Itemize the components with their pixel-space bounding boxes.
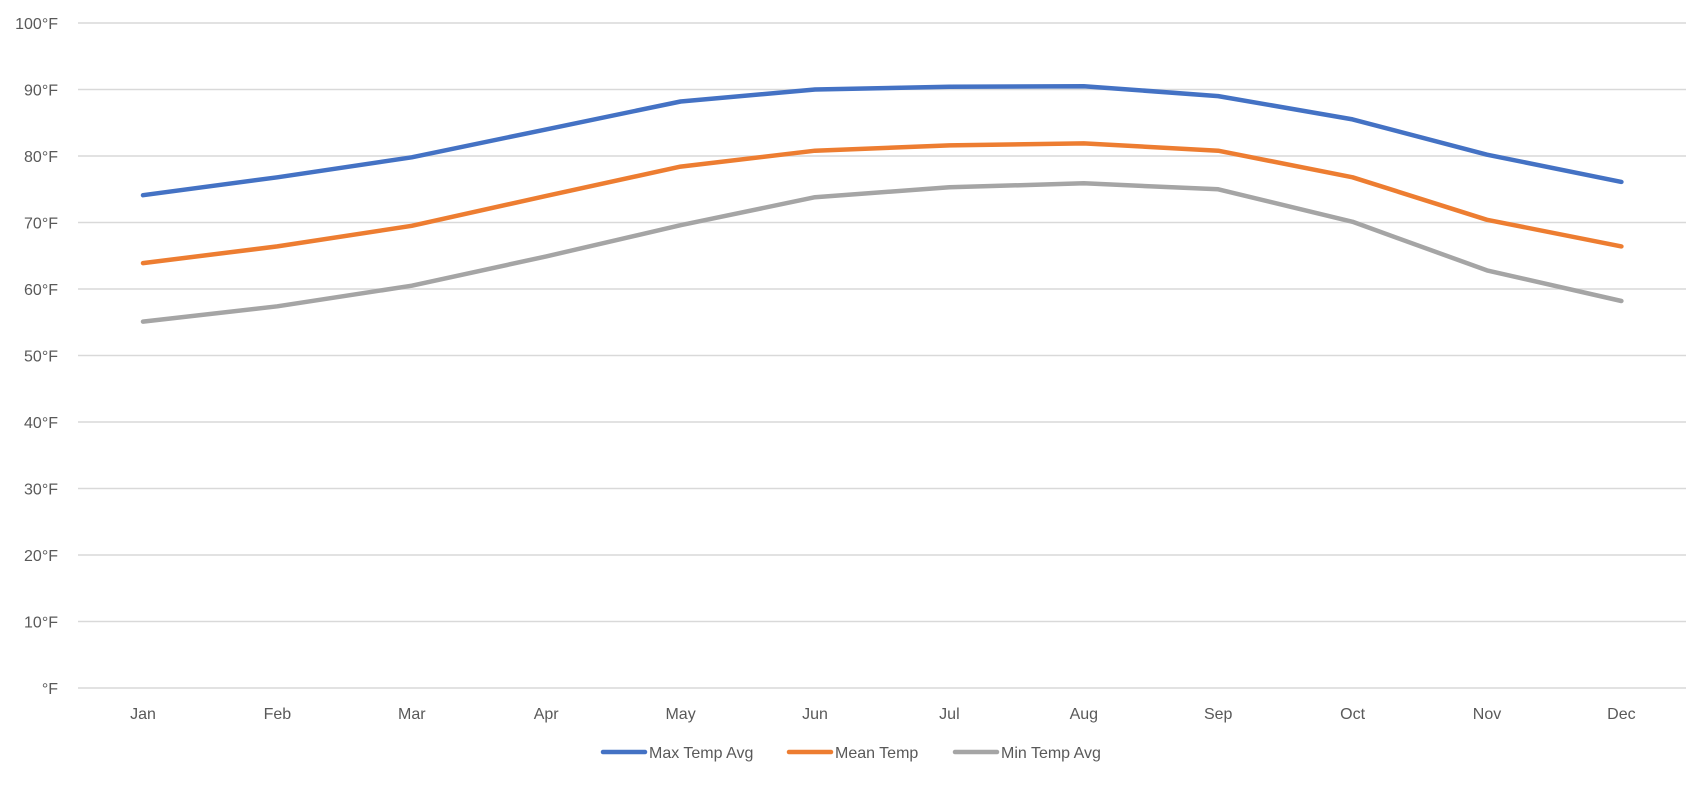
- x-tick-label: Jul: [939, 706, 959, 723]
- legend-item[interactable]: Min Temp Avg: [952, 745, 1101, 762]
- x-tick-label: Nov: [1473, 706, 1501, 723]
- series-line: [140, 83, 1624, 198]
- y-tick-label: 50°F: [24, 349, 58, 366]
- legend-label: Min Temp Avg: [1001, 745, 1101, 762]
- y-tick-label: 40°F: [24, 415, 58, 432]
- y-tick-label: 60°F: [24, 282, 58, 299]
- x-tick-label: Dec: [1607, 706, 1635, 723]
- x-tick-label: Feb: [264, 706, 292, 723]
- x-tick-label: Sep: [1204, 706, 1233, 723]
- x-tick-label: Apr: [534, 706, 560, 723]
- y-tick-label: 20°F: [24, 548, 58, 565]
- y-tick-label: 10°F: [24, 615, 58, 632]
- x-tick-label: Jun: [802, 706, 828, 723]
- y-tick-label: 90°F: [24, 83, 58, 100]
- gridlines: [78, 22, 1686, 689]
- x-tick-label: May: [665, 706, 695, 723]
- legend-item[interactable]: Mean Temp: [786, 745, 918, 762]
- x-tick-label: Oct: [1340, 706, 1365, 723]
- x-tick-label: Aug: [1070, 706, 1098, 723]
- y-tick-label: 30°F: [24, 482, 58, 499]
- x-tick-label: Mar: [398, 706, 426, 723]
- legend-item[interactable]: Max Temp Avg: [600, 745, 753, 762]
- legend-label: Mean Temp: [835, 745, 918, 762]
- x-axis-tick-labels: Jan Feb Mar Apr May Jun Jul Aug Sep Oct Nov Dec: [130, 706, 1636, 723]
- y-tick-label: °F: [42, 681, 58, 698]
- series-line: [140, 181, 1624, 324]
- x-tick-label: Jan: [130, 706, 156, 723]
- series-lines: [140, 83, 1624, 324]
- legend: Max Temp Avg Mean Temp Min Temp Avg: [600, 745, 1101, 762]
- series-line: [140, 141, 1624, 266]
- legend-label: Max Temp Avg: [649, 745, 753, 762]
- y-tick-label: 70°F: [24, 216, 58, 233]
- y-tick-label: 100°F: [15, 16, 58, 33]
- y-axis-tick-labels: °F 10°F 20°F 30°F 40°F 50°F 60°F 70°F 80°F 90°F 10…: [15, 16, 58, 698]
- y-tick-label: 80°F: [24, 149, 58, 166]
